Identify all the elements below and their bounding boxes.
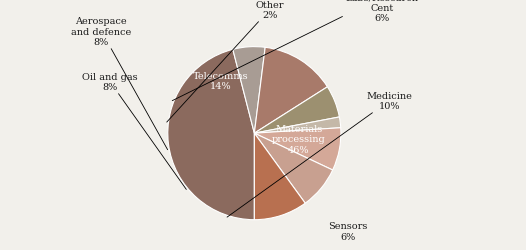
Text: Sensors
6%: Sensors 6% — [328, 222, 367, 241]
Text: Aerospace
and defence
8%: Aerospace and defence 8% — [71, 17, 168, 150]
Wedge shape — [168, 50, 255, 220]
Text: Materials
processing
46%: Materials processing 46% — [272, 124, 326, 154]
Wedge shape — [233, 48, 265, 134]
Wedge shape — [255, 134, 332, 203]
Text: Oil and gas
8%: Oil and gas 8% — [82, 72, 186, 190]
Wedge shape — [255, 128, 341, 170]
Text: Medicine
10%: Medicine 10% — [227, 91, 413, 217]
Text: Academic/
Government
Labs/Research
Cent
6%: Academic/ Government Labs/Research Cent … — [172, 0, 418, 101]
Wedge shape — [255, 118, 341, 134]
Text: Other
2%: Other 2% — [167, 0, 284, 122]
Text: Telecomms
14%: Telecomms 14% — [193, 72, 249, 91]
Wedge shape — [255, 134, 305, 220]
Wedge shape — [255, 48, 327, 134]
Wedge shape — [255, 88, 339, 134]
